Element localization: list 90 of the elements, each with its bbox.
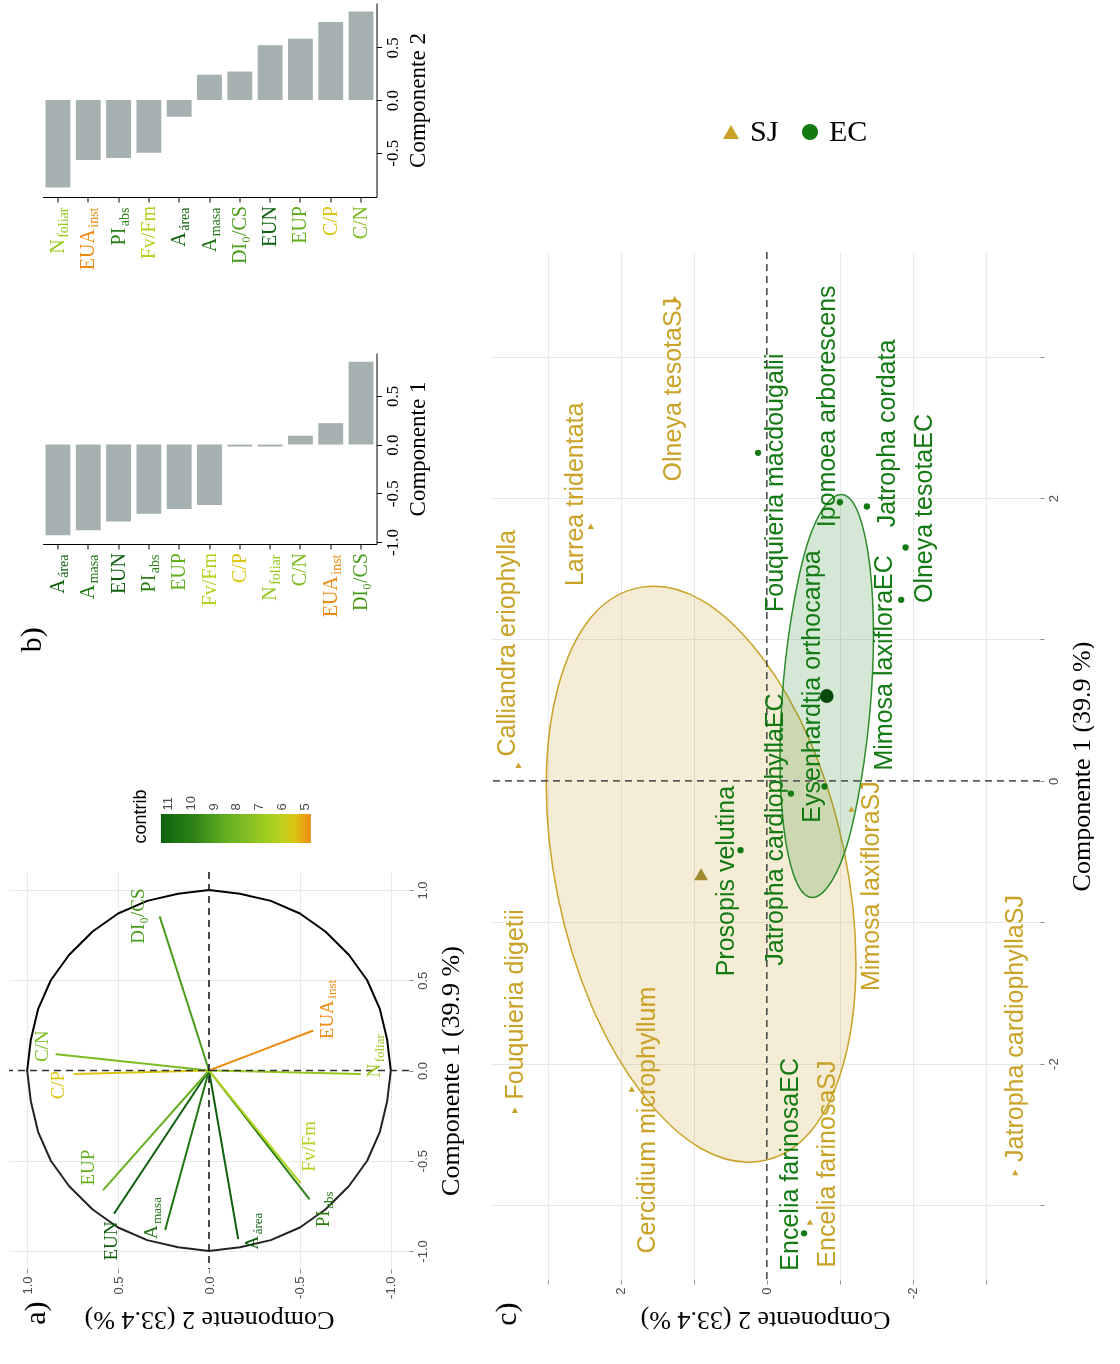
text: a) (18, 1301, 53, 1325)
text: C/N (31, 1030, 53, 1063)
y-tick-label: 0.0 (414, 1061, 430, 1081)
x-tick-label: 0.0 (201, 1276, 217, 1295)
y-axis-title: Componente 2 (405, 33, 430, 168)
x-tick-label: DI₀/CS (227, 206, 250, 265)
legend-label: SJ (750, 114, 779, 147)
y-tick-label: -1.0 (414, 1240, 430, 1263)
x-tick-label: C/P (227, 553, 250, 584)
y-axis-title: Componente 1 (405, 381, 430, 517)
x-tick-label: EUAinst (318, 554, 344, 618)
y-tick-label: -2 (1045, 1058, 1061, 1070)
data-label: Eysenhardtia orthocarpa (796, 550, 825, 823)
data-label: Jatropha cordata (871, 339, 900, 528)
x-tick-label: Fv/Fm (197, 552, 220, 607)
x-tick-label: DI₀/CS (349, 553, 372, 612)
x-tick-label: 0.5 (110, 1276, 126, 1295)
x-tick-label: EUP (288, 206, 311, 244)
color-bar-label: 8 (228, 803, 244, 811)
color-bar-label: 5 (296, 803, 312, 811)
x-tick-label: EUN (106, 553, 129, 595)
legend-label: EC (829, 114, 868, 147)
text: PIabs (312, 1191, 336, 1228)
x-tick-label: PIabs (106, 207, 132, 246)
text: DI₀/CS (126, 888, 148, 944)
data-label: Olneya tesotaSJ (657, 297, 686, 482)
x-tick-label: C/P (318, 206, 341, 237)
x-tick-label: Nfoliar (258, 554, 284, 601)
x-tick-label: EUN (258, 206, 281, 248)
data-label: Fouquieria digetii (499, 909, 528, 1100)
x-tick-label: EUAinst (76, 207, 102, 271)
text: Amasa (140, 1196, 165, 1240)
y-tick-label: 0.0 (383, 89, 402, 112)
color-bar-label: 9 (205, 803, 221, 811)
data-label: Encelia farinosaEC (775, 1058, 804, 1271)
y-tick-label: -0.5 (383, 480, 402, 508)
data-label: Larrea tridentata (559, 402, 588, 587)
text: b) (13, 627, 48, 653)
x-tick-label: Amasa (76, 553, 102, 600)
data-label: Cercidium microphyllum (631, 986, 660, 1254)
text: C/P (47, 1070, 69, 1100)
data-label: Encelia farinosaSJ (811, 1060, 840, 1268)
color-bar-label: 10 (182, 796, 198, 811)
y-tick-label: 0.5 (383, 385, 402, 407)
color-bar-label: 6 (273, 803, 289, 811)
x-tick-label: C/N (349, 206, 372, 240)
y-tick-label: 2 (1045, 494, 1061, 503)
data-label: Fouquieria macdougalii (760, 353, 789, 613)
y-tick-label: 1.0 (414, 881, 430, 900)
y-tick-label: -1.0 (383, 529, 402, 557)
x-tick-label: 2 (613, 1287, 629, 1295)
x-tick-label: Nfoliar (45, 207, 71, 254)
text: EUAinst (315, 979, 340, 1040)
y-tick-label: 0.5 (383, 37, 402, 59)
x-tick-label: Aárea (45, 553, 71, 594)
x-tick-label: -2 (905, 1287, 921, 1300)
data-label: Ipomoea arborescens (811, 285, 840, 528)
y-axis-title: Componente 1 (39.9 %) (435, 946, 465, 1196)
y-tick-label: -0.5 (383, 139, 402, 167)
x-tick-label: EUP (167, 553, 190, 591)
y-tick-label: 0.5 (414, 971, 430, 990)
x-tick-label: 0 (759, 1287, 775, 1295)
y-tick-label: -0.5 (414, 1150, 430, 1173)
text: c) (489, 1302, 524, 1326)
text: Nfoliar (362, 1033, 387, 1078)
x-tick-label: Aárea (167, 206, 193, 247)
x-tick-label: -0.5 (292, 1276, 308, 1299)
x-tick-label: Amasa (197, 206, 223, 253)
data-label: Mimosa laxifloraSJ (855, 781, 884, 992)
data-label: Prosopis velutina (710, 785, 739, 977)
x-tick-label: C/N (288, 553, 311, 587)
x-tick-label: Fv/Fm (136, 205, 159, 260)
data-label: Jatropha cardiophyllaEC (759, 693, 788, 966)
data-label: Jatropha cardiophyllaSJ (1000, 895, 1029, 1162)
color-bar-label: 11 (160, 797, 176, 811)
text: Fv/Fm (297, 1120, 319, 1172)
text: Aárea (241, 1212, 265, 1250)
x-tick-label: PIabs (136, 554, 162, 593)
color-bar-label: 7 (251, 803, 267, 811)
x-tick-label: 1.0 (19, 1276, 35, 1295)
text: EUN (100, 1221, 122, 1261)
text: EUP (76, 1149, 98, 1186)
data-label: Mimosa laxifloraEC (869, 555, 898, 771)
x-axis-title: Componente 2 (33.4 %) (640, 1306, 891, 1336)
color-bar-title: contrib (130, 789, 151, 844)
y-tick-label: 0 (1045, 777, 1061, 785)
data-label: Calliandra eriophylla (492, 529, 521, 757)
data-label: Olneya tesotaEC (908, 414, 937, 604)
y-tick-label: 0.0 (383, 434, 402, 456)
x-axis-title: Componente 2 (33.4 %) (84, 1305, 335, 1335)
